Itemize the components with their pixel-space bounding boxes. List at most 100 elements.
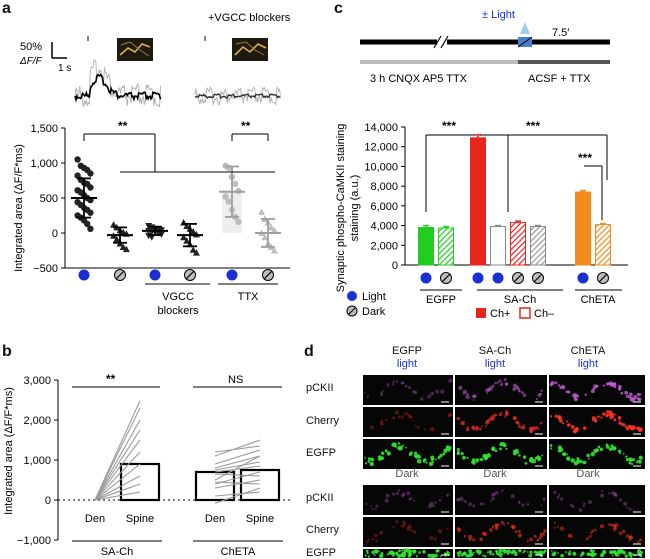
- sig-bracket-1: **: [83, 119, 275, 173]
- sig-bracket-b-2: NS: [193, 374, 282, 388]
- sig-bracket-c-1: ***: [425, 119, 475, 212]
- y-tick-label-a: 1,500: [30, 123, 58, 135]
- light-label: ± Light: [482, 9, 515, 21]
- calcium-trace-control: [74, 36, 162, 108]
- pair-line: [94, 491, 141, 501]
- pair-line: [214, 491, 261, 497]
- micrograph-cell: [455, 517, 547, 547]
- data-point: [270, 226, 278, 234]
- xtick-spine: Spine: [126, 513, 154, 525]
- pair-line: [214, 455, 261, 481]
- light-beam-icon: [520, 22, 530, 34]
- vgcc-group-label-2: blockers: [158, 305, 199, 317]
- panel-b-figure: −1,000 0 1,000 2,000 3,000 Integrated area (…: [3, 372, 290, 558]
- scale-x-label: 1 s: [58, 63, 71, 74]
- panel-b-bars: Den Spine Den Spine: [85, 400, 281, 525]
- col-title-sach: SA-Ch: [478, 345, 512, 357]
- group-b-sach: SA-Ch: [101, 546, 133, 558]
- y-tick-label-a: 0: [52, 228, 58, 240]
- pair-line: [214, 455, 261, 469]
- pair-line: [214, 449, 261, 465]
- panel-letter-a: a: [2, 0, 11, 17]
- panel-c-bars: [418, 134, 611, 266]
- pair-line: [94, 419, 141, 501]
- ttx-group-label: TTX: [238, 291, 259, 303]
- group-egfp: EGFP: [426, 294, 456, 306]
- data-point: [87, 209, 94, 216]
- sig-c-2: ***: [526, 119, 540, 133]
- vgcc-trace-label: +VGCC blockers: [208, 12, 291, 24]
- group-sach: SA-Ch: [504, 294, 536, 306]
- legend-light-dot: [347, 291, 357, 301]
- panel-a-figure: 50% ΔF/F 1 s +VGCC blockers −500 0 500 1,00…: [13, 12, 291, 317]
- trace-control-raw: [74, 59, 161, 108]
- row-label-pckii-dark: pCKII: [306, 492, 334, 504]
- scale-y-unit: ΔF/F: [19, 56, 43, 67]
- col-title-egfp: EGFP: [392, 345, 422, 357]
- pair-line: [214, 445, 261, 453]
- micrograph-grid: [363, 375, 645, 558]
- data-point: [183, 237, 191, 244]
- post-incubation-label: ACSF + TTX: [528, 73, 591, 85]
- bar-0: [418, 227, 434, 266]
- inset-micrograph-vgcc: [232, 38, 268, 61]
- y-tick-label-a: 1,000: [30, 158, 58, 170]
- group-b-cheta: ChETA: [221, 546, 256, 558]
- data-point: [267, 223, 275, 231]
- col-light-egfp: light: [396, 358, 418, 370]
- data-point: [235, 218, 242, 225]
- data-point: [87, 170, 94, 177]
- bar-7: [595, 224, 611, 266]
- data-point: [183, 222, 191, 229]
- pair-line: [94, 463, 141, 501]
- col-dark-cheta: Dark: [576, 468, 600, 480]
- pair-line: [94, 475, 141, 501]
- row-label-egfp-dark: EGFP: [306, 547, 336, 559]
- sig-label-1: **: [118, 119, 128, 133]
- data-point: [87, 225, 94, 232]
- light-marker: [492, 272, 504, 284]
- pair-line: [214, 473, 261, 477]
- row-label-cherry-dark: Cherry: [306, 524, 340, 536]
- scale-bar: 50% ΔF/F 1 s: [19, 41, 71, 74]
- bar-5: [530, 226, 546, 266]
- pair-line: [214, 471, 261, 485]
- micrograph-cell: [549, 549, 645, 558]
- micrograph-cell: [549, 407, 645, 437]
- y-tick-label-b: −1,000: [17, 535, 51, 547]
- data-point: [232, 180, 239, 188]
- col-light-sach: light: [484, 358, 506, 370]
- panel-letter-b: b: [2, 343, 12, 360]
- data-point: [122, 245, 130, 253]
- panel-c-condition-markers: [420, 272, 609, 284]
- light-marker: [149, 269, 161, 281]
- panel-letter-c: c: [334, 0, 343, 17]
- data-point: [110, 221, 118, 228]
- pair-line: [94, 439, 141, 501]
- sig-c-3: ***: [578, 151, 592, 165]
- panel-a-condition-markers: [78, 269, 274, 281]
- panel-c-ylabel-line2: staining (a.u.): [349, 175, 361, 242]
- legend-chplus-swatch: [476, 308, 486, 318]
- micrograph-cell: [455, 485, 547, 515]
- bar-4: [510, 222, 526, 266]
- group-cheta: ChETA: [581, 294, 616, 306]
- micrograph-cell: [363, 439, 453, 469]
- y-tick-label-a: 500: [40, 193, 58, 205]
- col-dark-sach: Dark: [483, 468, 507, 480]
- data-point: [189, 228, 197, 235]
- light-marker: [577, 272, 589, 284]
- data-point: [180, 233, 188, 241]
- pair-line: [214, 439, 261, 457]
- trace-vgcc-mean: [194, 93, 281, 100]
- vgcc-group-label: VGCC: [162, 291, 194, 303]
- pair-line: [214, 487, 261, 504]
- bar-ChETA-1: [239, 468, 281, 502]
- micrograph-cell: [549, 375, 645, 405]
- scale-y-label: 50%: [20, 41, 42, 53]
- y-tick-label-c: 12,000: [364, 142, 398, 154]
- data-point: [84, 220, 91, 228]
- pair-line: [94, 429, 141, 501]
- panel-c-figure: ± Light 7.5′ 3 h CNQX AP5 TTX ACSF + TTX…: [335, 9, 628, 320]
- col-title-cheta: ChETA: [570, 345, 606, 357]
